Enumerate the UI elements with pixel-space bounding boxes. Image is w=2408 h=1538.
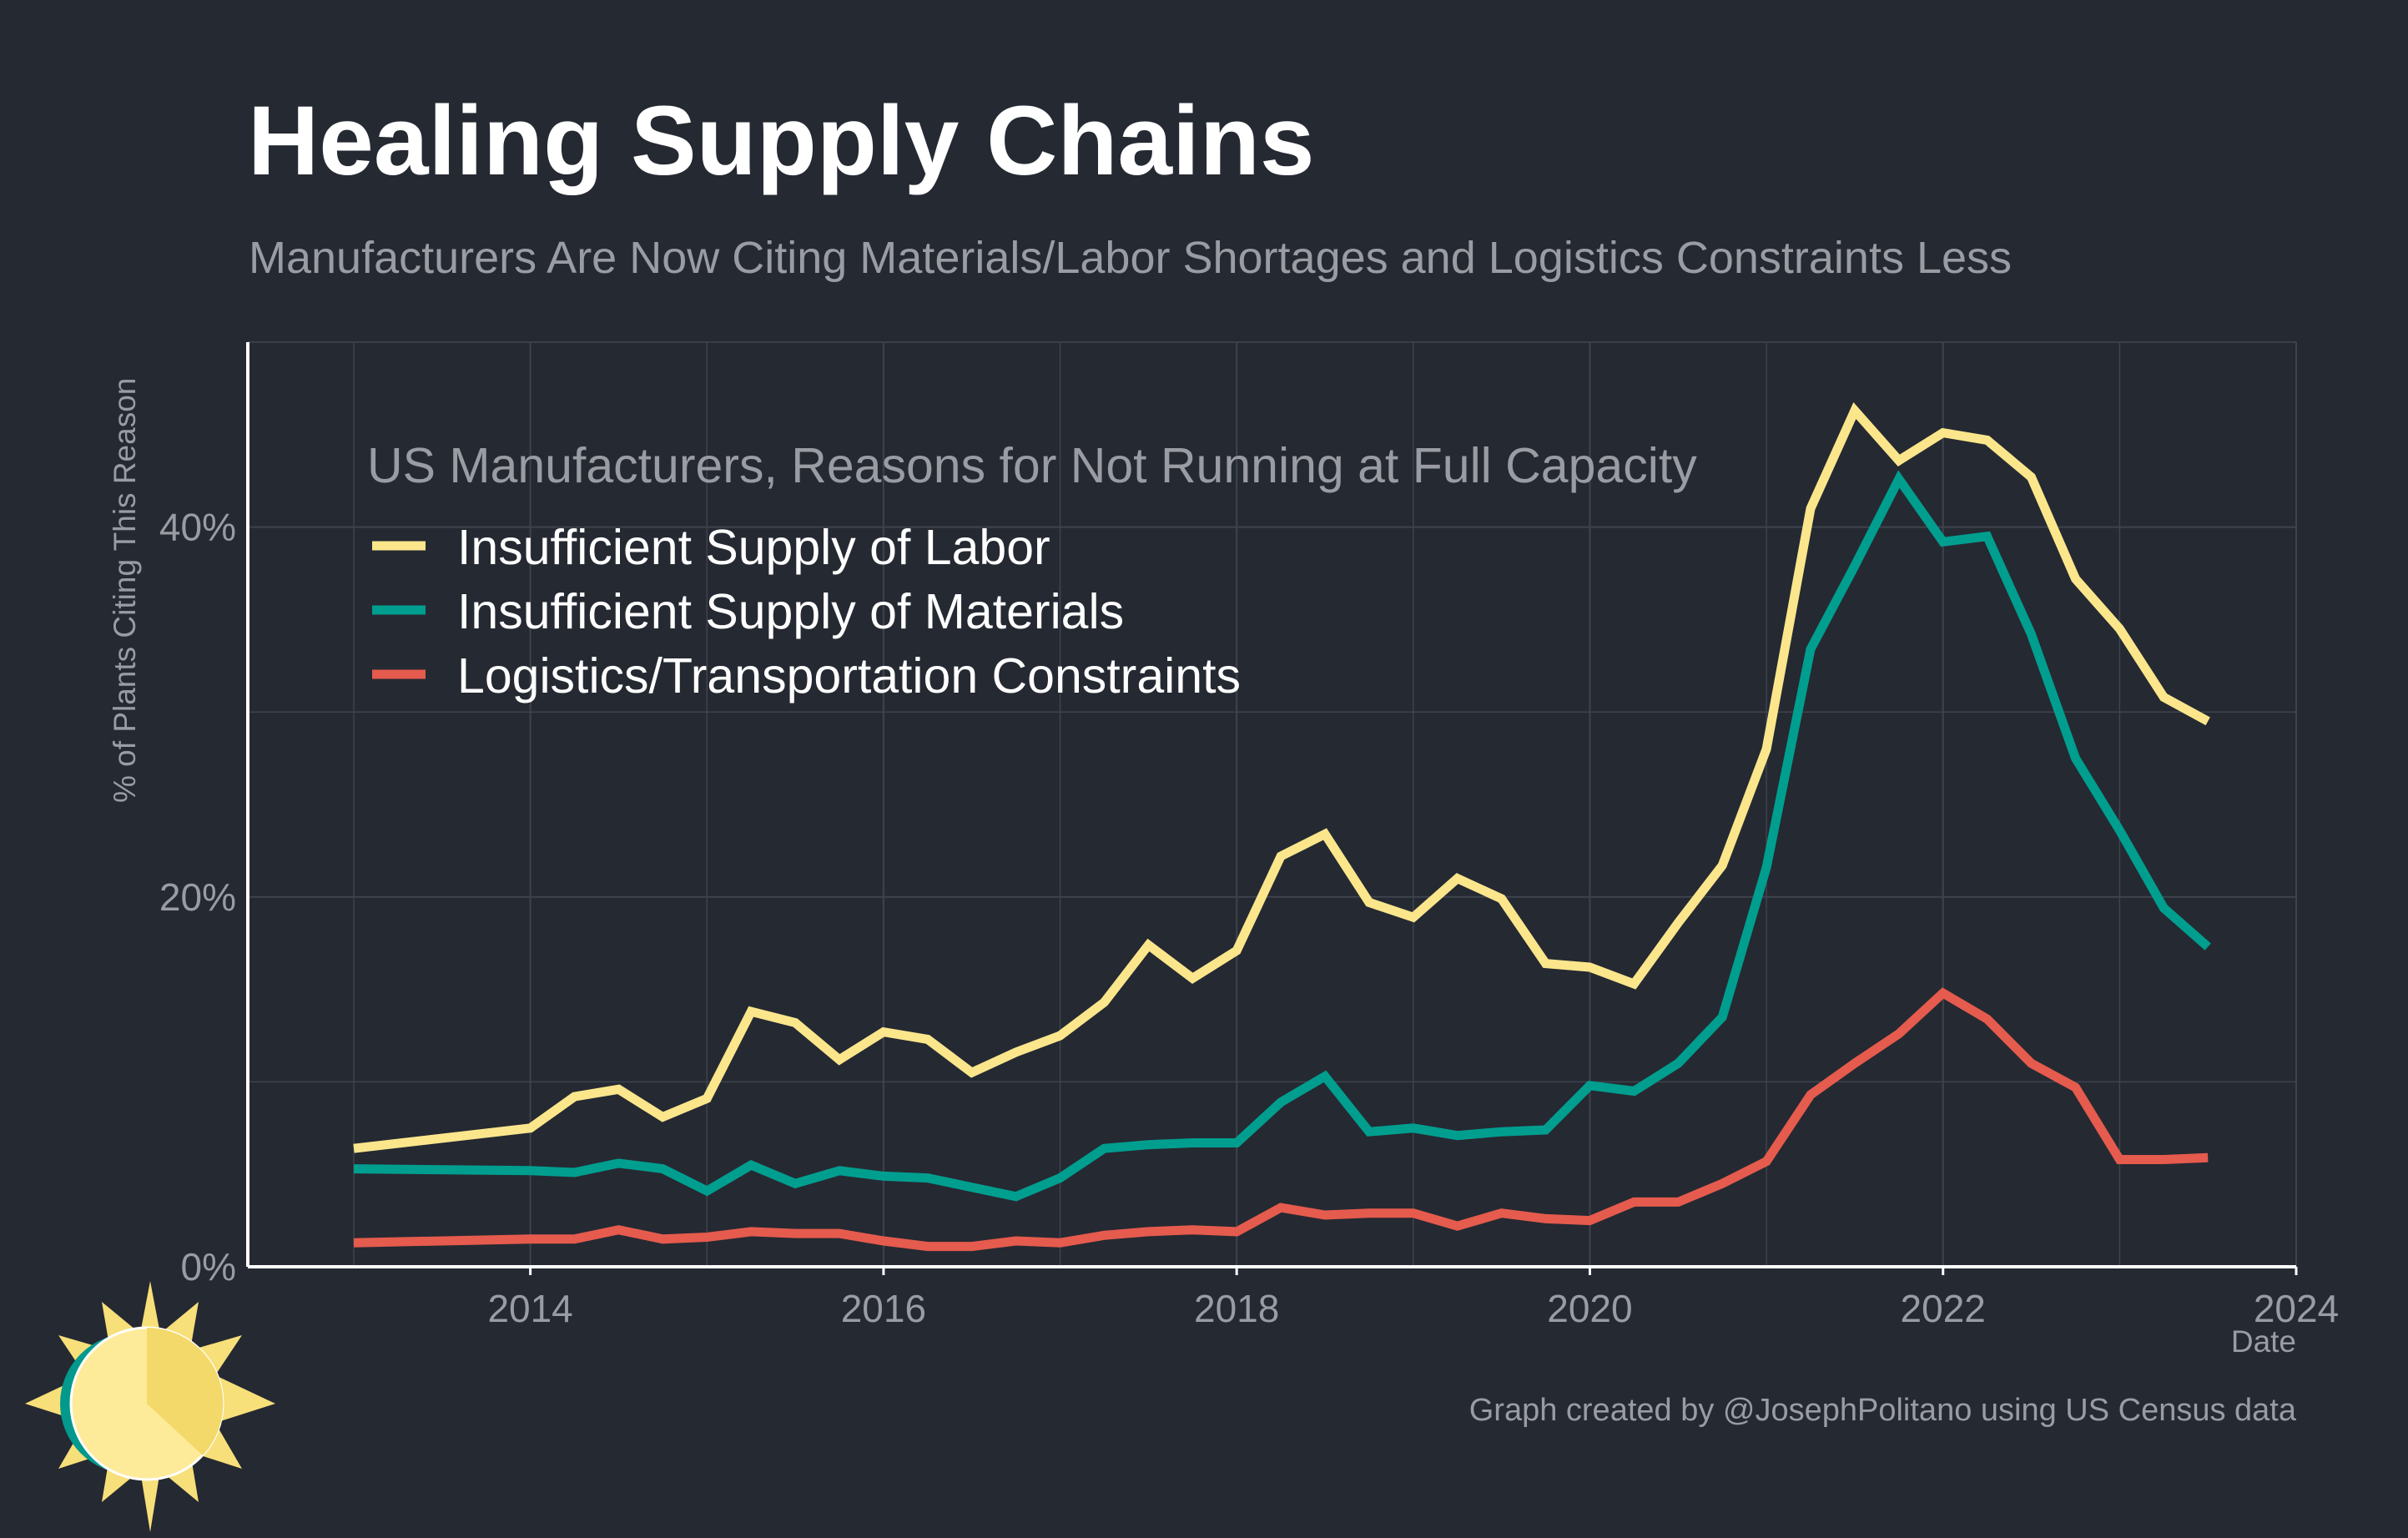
credit-caption: Graph created by @JosephPolitano using U… [1469, 1393, 2297, 1428]
axes [246, 342, 2296, 1268]
x-tick-label: 2022 [1901, 1287, 1986, 1330]
x-tick-label: 2018 [1194, 1287, 1279, 1330]
x-tick-label: 2014 [487, 1287, 572, 1330]
y-tick-label: 40% [159, 506, 236, 549]
legend-label: Insufficient Supply of Labor [457, 520, 1050, 575]
chart-title: Healing Supply Chains [248, 86, 1315, 196]
x-tick-label: 2024 [2254, 1287, 2339, 1330]
chart-subtitle: Manufacturers Are Now Citing Materials/L… [249, 233, 2013, 283]
y-tick-label: 0% [181, 1245, 236, 1288]
grid-lines [248, 341, 2297, 1267]
legend-title: US Manufacturers, Reasons for Not Runnin… [367, 438, 1697, 493]
x-tick-label: 2020 [1547, 1287, 1632, 1330]
legend: US Manufacturers, Reasons for Not Runnin… [367, 438, 1697, 703]
sun-face-shade [147, 1327, 224, 1455]
legend-label: Logistics/Transportation Constraints [457, 648, 1241, 703]
series-line-1 [353, 401, 2210, 1153]
series-lines [353, 401, 2211, 1252]
series-line-2 [353, 470, 2211, 1202]
legend-label: Insufficient Supply of Materials [457, 584, 1124, 639]
x-tick-label: 2016 [841, 1287, 926, 1330]
series-line-3 [353, 987, 2209, 1252]
sun-icon [25, 1281, 275, 1532]
tick-labels: 2014 2016 2018 2020 2022 2024 0% 20% 40% [159, 506, 2339, 1330]
y-tick-label: 20% [159, 875, 236, 919]
x-axis-title: Date [2231, 1324, 2296, 1359]
y-axis-title: % of Plants Citing This Reason [108, 378, 142, 803]
